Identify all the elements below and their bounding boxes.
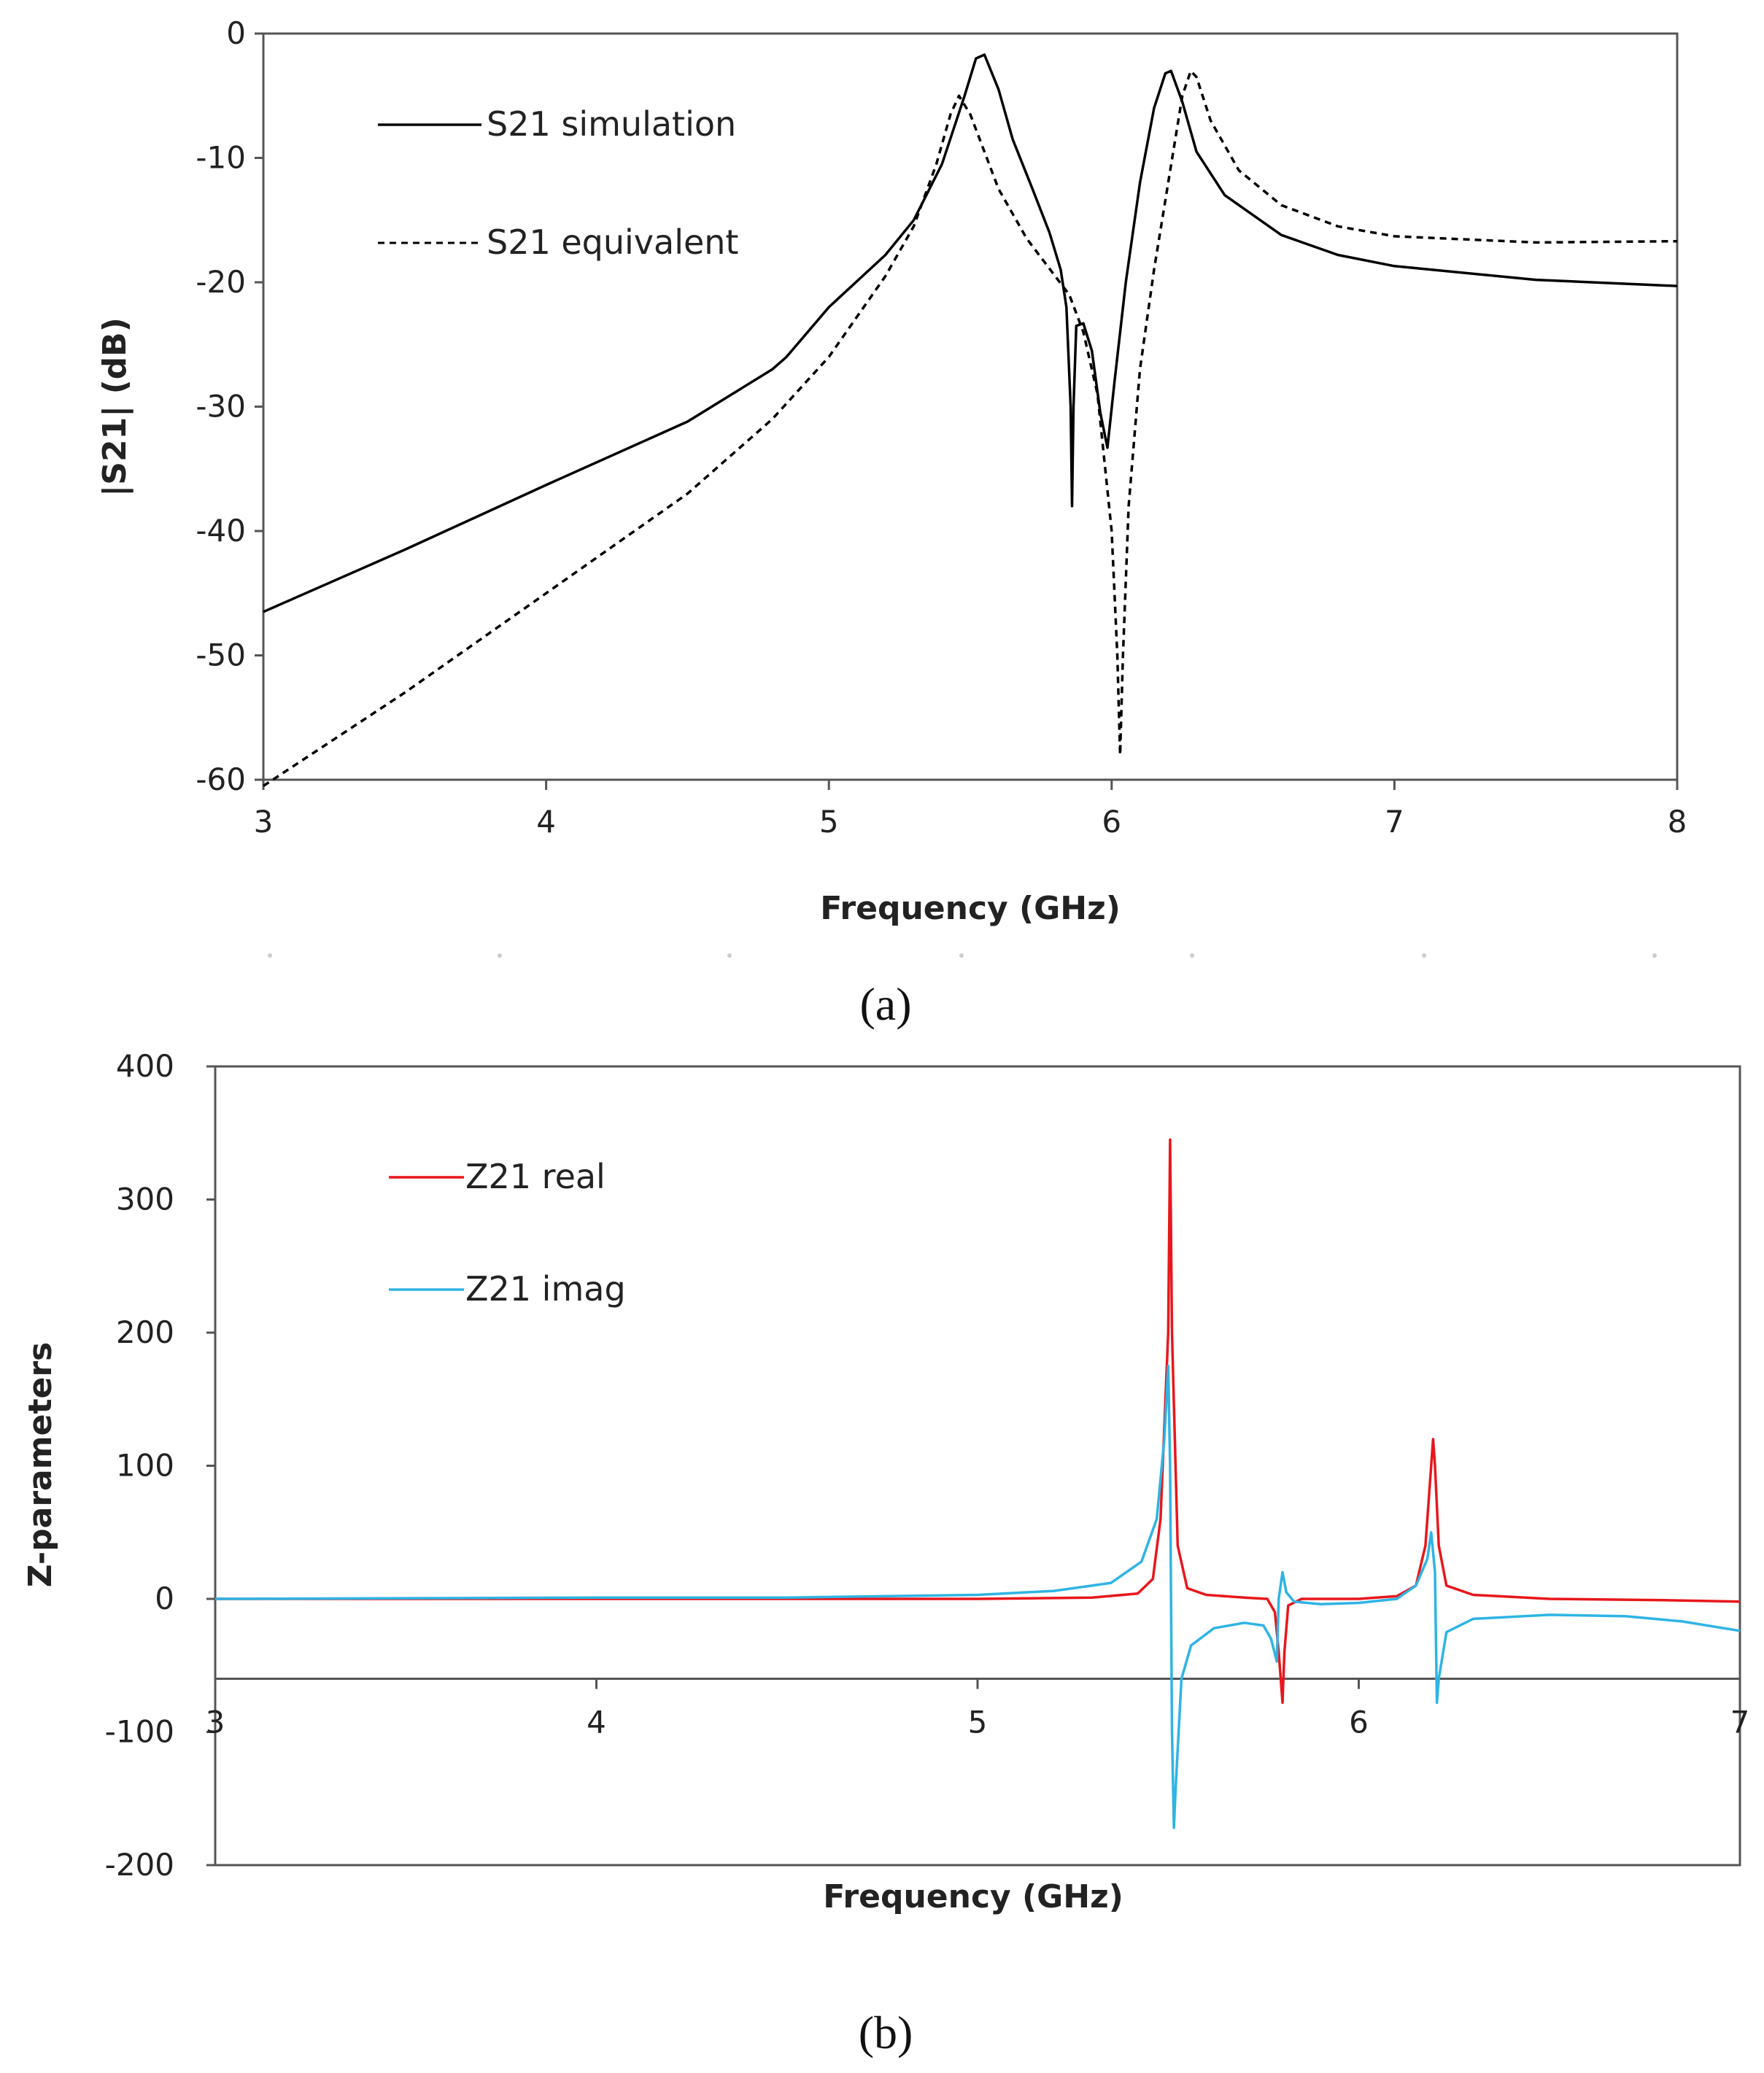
chart-a-y-axis-label: |S21| (dB) — [96, 317, 134, 497]
y-tick-label: -200 — [105, 1847, 174, 1883]
chart-a-legend-label-simulation: S21 simulation — [487, 104, 736, 144]
y-tick-label: 400 — [116, 1048, 174, 1084]
chart-a-x-axis-label: Frequency (GHz) — [820, 890, 1121, 927]
chart-b-legend-label-real: Z21 real — [465, 1157, 606, 1196]
chart-b-y-axis-label: Z-parameters — [22, 1342, 59, 1587]
chart-a-plot-area — [262, 32, 1679, 781]
chart-b-x-axis-label: Frequency (GHz) — [823, 1878, 1123, 1915]
dot — [727, 953, 732, 958]
chart-a: 0 -10 -20 -30 -40 -50 -60 3 4 5 6 7 8 Frequency (GH… — [96, 15, 1687, 1030]
x-tick-label: 7 — [1730, 1705, 1750, 1740]
chart-b-series — [214, 1138, 1741, 1829]
x-tick-label: 7 — [1385, 804, 1404, 840]
chart-b-legend: Z21 real Z21 imag — [389, 1157, 626, 1309]
y-tick-label: -40 — [196, 513, 246, 549]
dot — [1652, 953, 1657, 958]
dot — [498, 953, 502, 958]
x-tick-label: 5 — [819, 804, 839, 840]
x-tick-label: 8 — [1668, 804, 1687, 840]
x-tick-label: 3 — [254, 804, 274, 840]
chart-a-bottom-dots — [268, 953, 1657, 958]
x-tick-label: 4 — [587, 1705, 606, 1740]
y-tick-label: -100 — [105, 1714, 174, 1750]
panel-label-a: (a) — [859, 978, 911, 1030]
x-tick-label: 5 — [968, 1705, 988, 1740]
y-tick-label: -60 — [196, 762, 246, 797]
dot — [1190, 953, 1194, 958]
chart-b: 400 300 200 100 0 -100 -200 3 4 5 6 7 Frequency (G… — [22, 1048, 1749, 2058]
panel-label-b: (b) — [859, 2007, 913, 2058]
chart-a-legend: S21 simulation S21 equivalent — [378, 104, 738, 262]
series-line-z21-imag — [214, 1364, 1741, 1829]
x-tick-label: 4 — [536, 804, 556, 840]
chart-a-y-ticks: 0 -10 -20 -30 -40 -50 -60 — [196, 15, 263, 797]
chart-a-x-ticks: 3 4 5 6 7 8 — [254, 780, 1687, 840]
chart-a-series — [263, 53, 1678, 787]
series-line-s21-equivalent — [263, 69, 1678, 787]
chart-b-x-ticks: 3 4 5 6 7 — [206, 1678, 1750, 1740]
dot — [1422, 953, 1426, 958]
dot — [268, 953, 272, 958]
y-tick-label: 200 — [116, 1314, 174, 1350]
y-tick-label: 0 — [155, 1581, 174, 1616]
x-tick-label: 3 — [206, 1705, 225, 1740]
y-tick-label: 100 — [116, 1448, 174, 1484]
series-line-z21-real — [215, 1138, 1741, 1705]
y-tick-label: -10 — [196, 140, 246, 176]
y-tick-label: 0 — [226, 15, 246, 51]
y-tick-label: -50 — [196, 638, 246, 673]
chart-a-legend-label-equivalent: S21 equivalent — [487, 222, 738, 262]
dot — [959, 953, 964, 958]
x-tick-label: 6 — [1349, 1705, 1369, 1740]
x-tick-label: 6 — [1102, 804, 1121, 840]
chart-b-legend-label-imag: Z21 imag — [465, 1269, 626, 1309]
y-tick-label: -30 — [196, 389, 246, 425]
series-line-s21-simulation — [263, 53, 1678, 613]
y-tick-label: -20 — [196, 264, 246, 300]
y-tick-label: 300 — [116, 1182, 174, 1217]
chart-b-y-ticks: 400 300 200 100 0 -100 -200 — [105, 1048, 215, 1883]
chart-b-plot-area — [214, 1065, 1741, 1867]
